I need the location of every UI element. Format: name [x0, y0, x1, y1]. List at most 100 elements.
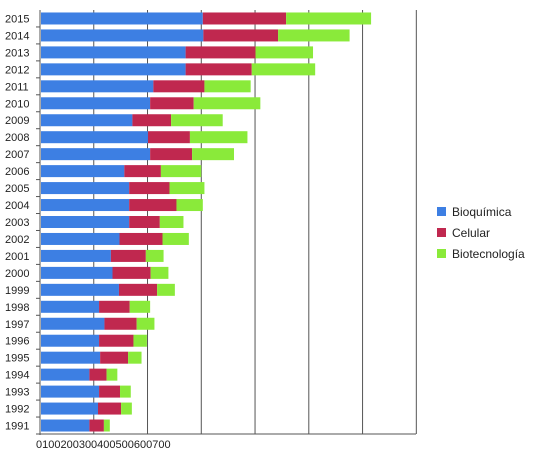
legend-swatch-bioquimica [437, 207, 446, 216]
bar-1998-bioqumica [41, 300, 100, 313]
bar-1998-biotecnologa [129, 300, 151, 313]
bar-2008-bioqumica [41, 131, 148, 144]
legend-item-celular: Celular [437, 222, 537, 243]
y-tick-label-2012: 2012 [5, 64, 29, 76]
y-tick-label-2008: 2008 [5, 132, 29, 144]
bar-1999-celular [118, 283, 158, 296]
bar-2011-biotecnologa [204, 80, 251, 93]
y-tick-label-2002: 2002 [5, 234, 29, 246]
bar-1996-bioqumica [41, 334, 100, 347]
bar-2008-biotecnologa [189, 131, 248, 144]
bar-1997-biotecnologa [136, 317, 155, 330]
legend-swatch-biotecnologia [437, 249, 446, 258]
y-tick-label-2003: 2003 [5, 217, 29, 229]
bar-1994-celular [89, 368, 107, 381]
y-tick-label-2009: 2009 [5, 115, 29, 127]
bar-2003-celular [129, 216, 160, 228]
bar-1992-celular [97, 402, 122, 415]
bar-2005-celular [129, 182, 170, 195]
bar-2000-bioqumica [41, 266, 113, 279]
y-tick-label-2011: 2011 [5, 81, 29, 93]
y-tick-label-1992: 1992 [5, 404, 29, 416]
bar-2006-bioqumica [41, 165, 125, 178]
bar-1995-celular [100, 351, 129, 364]
bar-2006-celular [124, 165, 161, 178]
bar-1997-bioqumica [41, 317, 105, 330]
bar-1991-biotecnologa [103, 419, 110, 432]
bar-1996-biotecnologa [133, 334, 147, 347]
bar-2015-biotecnologa [286, 12, 372, 25]
bar-1999-biotecnologa [157, 283, 175, 296]
bar-2005-bioqumica [41, 182, 130, 195]
bar-2003-biotecnologa [159, 216, 184, 228]
y-tick-label-2007: 2007 [5, 149, 29, 161]
y-tick-label-2004: 2004 [5, 200, 29, 212]
x-axis-tick-labels: 0100200300400500600700 [36, 439, 171, 451]
bar-1994-bioqumica [41, 368, 90, 381]
legend-item-biotecnologia: Biotecnología [437, 243, 537, 264]
bar-2014-bioqumica [41, 29, 204, 42]
bar-1994-biotecnologa [106, 368, 118, 381]
bar-2011-bioqumica [41, 80, 154, 93]
y-tick-label-2005: 2005 [5, 183, 29, 195]
bar-1991-celular [89, 419, 104, 432]
bar-1995-bioqumica [41, 351, 101, 364]
bar-2010-biotecnologa [193, 97, 261, 110]
y-tick-label-2000: 2000 [5, 268, 29, 280]
bar-2009-celular [132, 114, 172, 127]
y-tick-label-1993: 1993 [5, 387, 29, 399]
bar-2010-celular [150, 97, 194, 110]
legend-item-bioquimica: Bioquímica [437, 201, 537, 222]
y-tick-label-1997: 1997 [5, 319, 29, 331]
legend-label-bioquimica: Bioquímica [452, 204, 512, 219]
bar-2011-celular [153, 80, 205, 93]
y-tick-label-1994: 1994 [5, 370, 29, 382]
bar-1993-bioqumica [41, 385, 100, 398]
bar-1993-celular [99, 385, 121, 398]
bar-2009-bioqumica [41, 114, 133, 127]
bar-1992-biotecnologa [121, 402, 132, 415]
bar-1999-bioqumica [41, 283, 119, 296]
bar-2006-biotecnologa [160, 165, 202, 178]
bar-2013-biotecnologa [255, 46, 314, 59]
bar-2002-celular [119, 232, 163, 245]
legend-swatch-celular [437, 228, 446, 237]
bar-2015-celular [202, 12, 287, 25]
y-tick-label-1995: 1995 [5, 353, 29, 365]
bar-1998-celular [99, 300, 130, 313]
y-tick-label-1991: 1991 [5, 421, 29, 433]
legend-label-celular: Celular [452, 225, 491, 240]
y-tick-label-2006: 2006 [5, 166, 29, 178]
y-tick-label-2014: 2014 [5, 30, 29, 42]
bar-2004-biotecnologa [176, 199, 203, 212]
bar-2003-bioqumica [41, 216, 130, 228]
bar-2007-bioqumica [41, 148, 151, 161]
bar-2009-biotecnologa [171, 114, 223, 127]
bar-2002-biotecnologa [162, 232, 189, 245]
bar-2007-biotecnologa [192, 148, 234, 161]
bar-2012-biotecnologa [251, 63, 316, 76]
y-tick-label-2010: 2010 [5, 98, 29, 110]
bar-2001-bioqumica [41, 249, 111, 262]
bar-2015-bioqumica [41, 12, 203, 25]
bar-2008-celular [147, 131, 190, 144]
y-tick-label-1998: 1998 [5, 302, 29, 314]
bar-2001-biotecnologa [145, 249, 164, 262]
bar-1992-bioqumica [41, 402, 98, 415]
bar-2012-celular [185, 63, 252, 76]
y-tick-label-2001: 2001 [5, 251, 29, 263]
bar-2010-bioqumica [41, 97, 151, 110]
bar-2012-bioqumica [41, 63, 186, 76]
legend-label-biotecnologia: Biotecnología [452, 246, 525, 261]
y-tick-label-1999: 1999 [5, 285, 29, 297]
y-tick-label-1996: 1996 [5, 336, 29, 348]
bar-1991-bioqumica [41, 419, 90, 432]
bar-2002-bioqumica [41, 232, 120, 245]
y-tick-label-2015: 2015 [5, 13, 29, 25]
y-tick-label-2013: 2013 [5, 47, 29, 59]
bar-1996-celular [99, 334, 134, 347]
bar-2013-bioqumica [41, 46, 186, 59]
legend: Bioquímica Celular Biotecnología [437, 201, 537, 264]
bar-2005-biotecnologa [169, 182, 205, 195]
